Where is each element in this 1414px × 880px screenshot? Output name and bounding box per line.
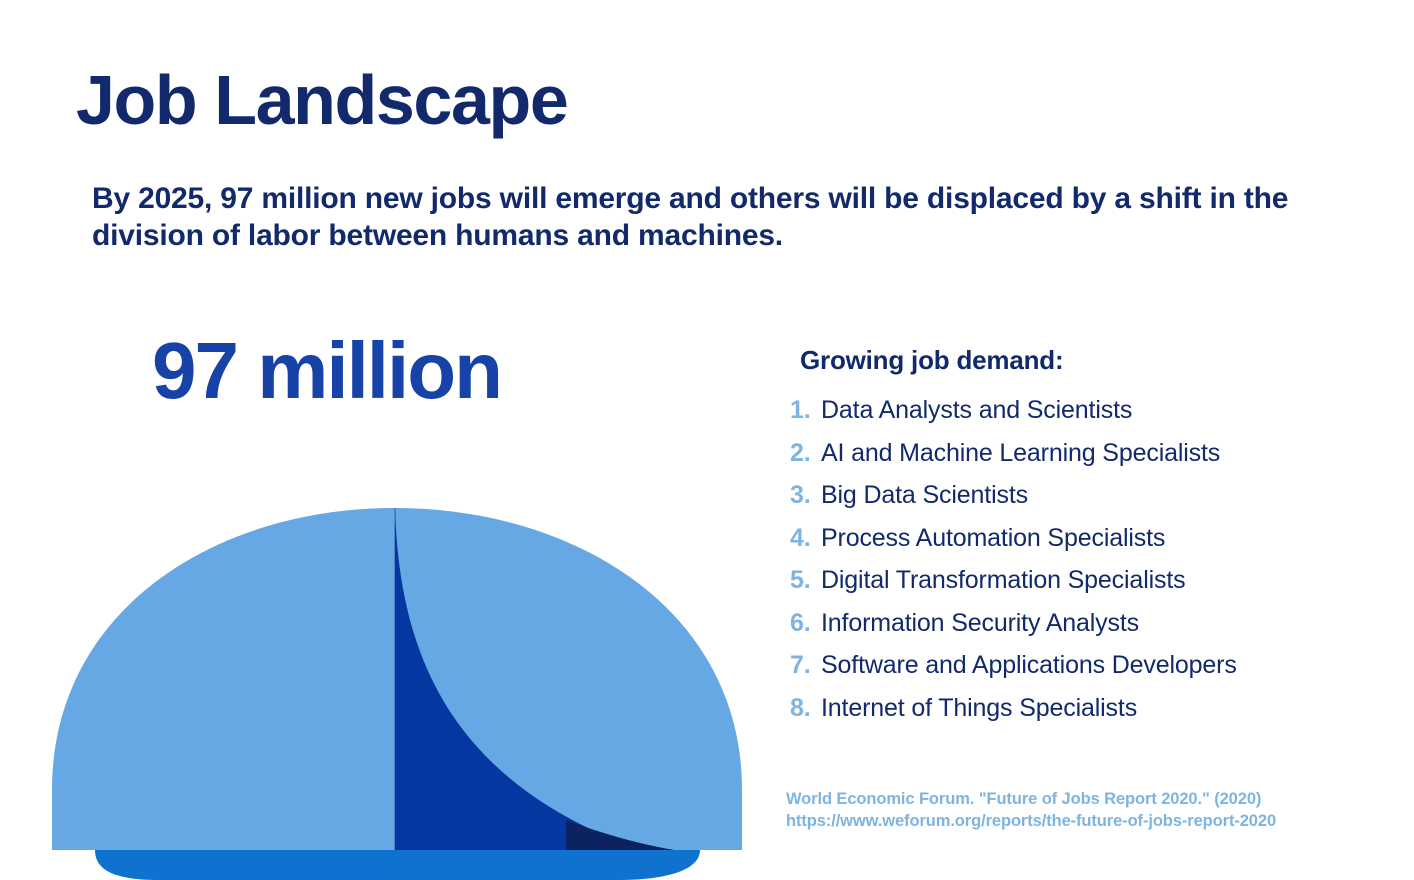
list-item-label: Data Analysts and Scientists [821, 396, 1133, 424]
page-title: Job Landscape [76, 60, 569, 139]
dome-chart-svg [52, 508, 742, 880]
list-item-label: Software and Applications Developers [821, 651, 1237, 679]
list-item-number: 6. [790, 608, 811, 637]
list-item-label: Internet of Things Specialists [821, 693, 1138, 722]
source-citation: World Economic Forum. "Future of Jobs Re… [786, 789, 1276, 833]
list-item-number: 4. [790, 523, 811, 552]
list-item: 7. Software and Applications Developers [790, 651, 1237, 694]
list-item-number: 1. [790, 396, 811, 424]
list-item: 1. Data Analysts and Scientists [790, 396, 1237, 439]
stat-value: 97 million [152, 326, 503, 415]
sail-overlap-shape [566, 820, 742, 850]
list-item-label: Digital Transformation Specialists [821, 566, 1186, 594]
sail-shape [395, 508, 620, 850]
list-item: 6. Information Security Analysts [790, 609, 1237, 652]
list-item: 8. Internet of Things Specialists [790, 694, 1237, 737]
list-item-number: 7. [790, 651, 811, 679]
list-item-label: Big Data Scientists [821, 481, 1028, 509]
list-item-label: AI and Machine Learning Specialists [821, 438, 1221, 467]
source-citation-url[interactable]: https://www.weforum.org/reports/the-futu… [786, 811, 1277, 830]
list-item: 2. AI and Machine Learning Specialists [790, 439, 1237, 482]
base-band-shape [95, 850, 700, 880]
subtitle-text: By 2025, 97 million new jobs will emerge… [92, 182, 1289, 253]
list-item: 3. Big Data Scientists [790, 481, 1237, 524]
list-item-label: Information Security Analysts [821, 608, 1140, 637]
list-item: 4. Process Automation Specialists [790, 524, 1237, 567]
source-citation-line-1: World Economic Forum. "Future of Jobs Re… [786, 790, 1262, 808]
dome-chart [0, 490, 780, 880]
list-heading: Growing job demand: [800, 345, 1064, 375]
list-item: 5. Digital Transformation Specialists [790, 566, 1237, 609]
list-item-number: 2. [790, 438, 811, 467]
list-item-number: 8. [790, 693, 811, 722]
list-item-number: 5. [790, 566, 811, 594]
list-item-label: Process Automation Specialists [821, 523, 1166, 552]
list-item-number: 3. [790, 481, 811, 509]
growing-job-demand-list: 1. Data Analysts and Scientists 2. AI an… [790, 396, 1237, 736]
